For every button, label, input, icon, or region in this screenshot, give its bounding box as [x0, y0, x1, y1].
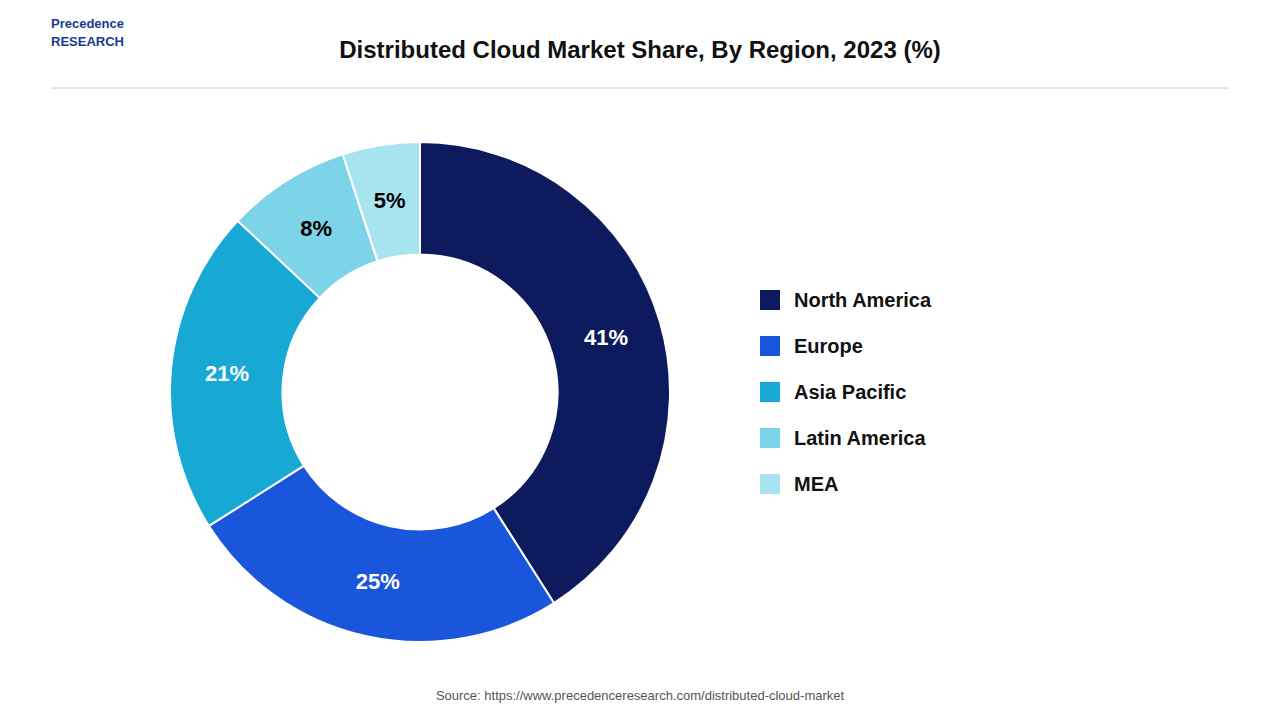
legend-item: North America	[760, 289, 932, 311]
logo-line: RESEARCH	[51, 34, 124, 49]
data-labels: 41% 25% 21% 8% 5%	[205, 188, 628, 593]
title-rule	[51, 88, 1229, 89]
legend: North America Europe Asia Pacific Latin Ame…	[760, 289, 932, 495]
legend-item: MEA	[760, 473, 838, 495]
logo: Precedence RESEARCH	[51, 16, 124, 49]
legend-swatch	[760, 382, 780, 402]
data-label: 5%	[374, 188, 406, 213]
legend-swatch	[760, 290, 780, 310]
legend-item: Europe	[760, 335, 863, 357]
source: Source: https://www.precedenceresearch.c…	[436, 688, 845, 703]
data-label: 21%	[205, 361, 249, 386]
chart: Distributed Cloud Market Share, By Regio…	[0, 0, 1280, 720]
legend-swatch	[760, 474, 780, 494]
data-label: 41%	[584, 325, 628, 350]
legend-label: MEA	[794, 473, 838, 495]
slice	[343, 142, 420, 261]
logo-line: Precedence	[51, 16, 124, 31]
legend-label: Asia Pacific	[794, 381, 906, 403]
legend-swatch	[760, 428, 780, 448]
legend-item: Latin America	[760, 427, 926, 449]
title: Distributed Cloud Market Share, By Regio…	[339, 36, 940, 63]
legend-label: Europe	[794, 335, 863, 357]
legend-item: Asia Pacific	[760, 381, 906, 403]
background	[0, 0, 1280, 720]
donut	[170, 142, 670, 642]
legend-label: Latin America	[794, 427, 926, 449]
data-label: 25%	[356, 569, 400, 594]
legend-label: North America	[794, 289, 932, 311]
legend-swatch	[760, 336, 780, 356]
data-label: 8%	[300, 216, 332, 241]
